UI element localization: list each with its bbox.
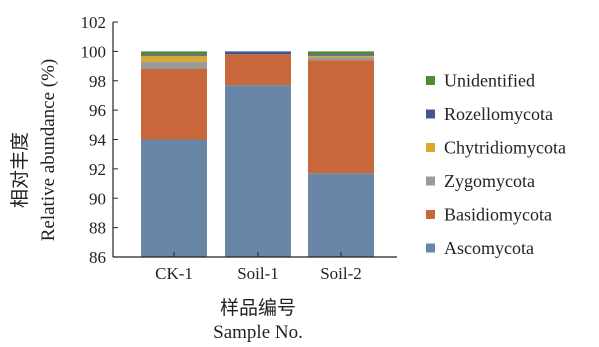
x-axis-title-cn: 样品编号 [220,297,296,319]
bar-segment-chytridiomycota-soil-2 [308,55,374,58]
y-tick-label: 92 [89,160,106,179]
x-tick-label: Soil-2 [320,264,362,283]
y-axis-title-cn: 相对丰度 [9,132,31,208]
x-axis-title-en: Sample No. [213,322,303,343]
legend-swatch-rozellomycota [426,109,435,119]
y-axis-ticks: 86 88 90 92 94 96 98 100 102 [81,13,118,267]
legend-swatch-chytridiomycota [426,143,435,152]
bar-segment-basidiomycota-soil-1 [225,54,291,86]
legend-swatch-basidiomycota [426,210,435,219]
legend-label-rozellomycota: Rozellomycota [444,104,553,124]
legend: Unidentified Rozellomycota Chytridiomycota… [426,71,566,258]
y-tick-label: 102 [81,13,107,32]
axes [112,22,397,258]
x-axis-ticks: CK-1 Soil-1 Soil-2 [155,252,362,283]
legend-swatch-unidentified [426,76,435,85]
legend-swatch-ascomycota [426,243,435,253]
bar-segment-ascomycota-ck-1 [141,139,207,257]
legend-swatch-zygomycota [426,176,435,186]
y-tick-label: 90 [89,189,106,208]
bar-segment-zygomycota-ck-1 [141,61,207,69]
legend-label-ascomycota: Ascomycota [444,238,534,258]
legend-label-unidentified: Unidentified [444,71,535,91]
bars [141,51,374,257]
bar-segment-zygomycota-soil-2 [308,57,374,61]
y-tick-label: 98 [89,72,106,91]
legend-label-basidiomycota: Basidiomycota [444,205,552,225]
x-tick-label: Soil-1 [237,264,279,283]
y-axis-title-en: Relative abundance (%) [38,59,59,242]
bar-segment-rozellomycota-ck-1 [141,54,207,56]
y-tick-label: 94 [89,131,107,150]
legend-label-zygomycota: Zygomycota [444,171,535,191]
y-tick-label: 100 [81,42,107,61]
bar-segment-chytridiomycota-ck-1 [141,55,207,62]
bar-segment-basidiomycota-ck-1 [141,69,207,140]
legend-label-chytridiomycota: Chytridiomycota [444,138,566,158]
y-tick-label: 96 [89,101,106,120]
bar-segment-unidentified-soil-2 [308,51,374,55]
bar-segment-rozellomycota-soil-1 [225,51,291,55]
bar-segment-ascomycota-soil-1 [225,85,291,257]
bar-segment-rozellomycota-soil-2 [308,54,374,56]
y-tick-label: 86 [89,248,106,267]
bar-segment-ascomycota-soil-2 [308,173,374,257]
bar-segment-unidentified-ck-1 [141,51,207,55]
y-tick-label: 88 [89,219,106,238]
x-tick-label: CK-1 [155,264,193,283]
bar-segment-basidiomycota-soil-2 [308,60,374,174]
